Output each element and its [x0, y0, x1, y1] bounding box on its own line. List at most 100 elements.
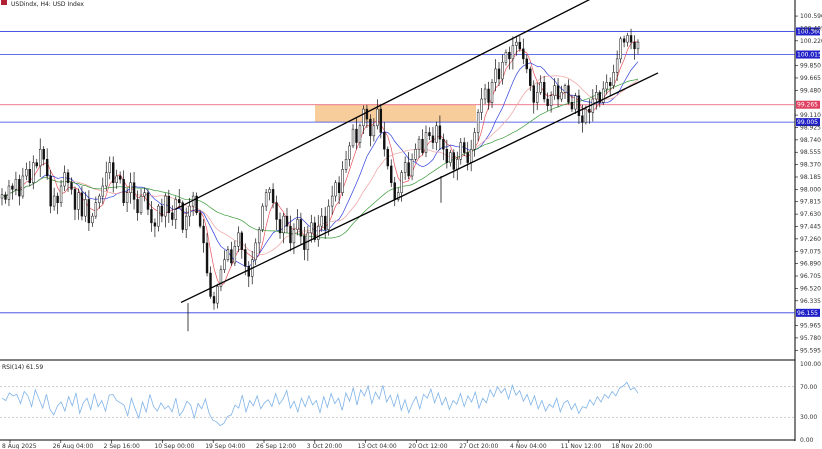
candle-body	[59, 185, 63, 204]
candle-body	[216, 286, 219, 304]
candle-body	[567, 85, 570, 103]
candle-body	[146, 192, 150, 210]
candle-body	[334, 182, 337, 197]
price-tick-label: 98.000	[800, 186, 821, 193]
candle-body	[35, 162, 38, 167]
time-tick-label: 20 Oct 12:00	[408, 443, 447, 449]
time-tick-label: 11 Nov 12:00	[561, 443, 602, 449]
candle-body	[73, 189, 77, 210]
symbol-flag-icon	[1, 0, 7, 5]
candle-body	[494, 68, 497, 83]
level-label: 100.360	[797, 28, 822, 35]
candle-body	[171, 212, 174, 220]
candle-body	[264, 192, 268, 207]
candle-body	[626, 35, 629, 43]
price-tick-label: 96.520	[800, 285, 821, 292]
candle-body	[522, 48, 525, 60]
price-tick-label: 100.405	[800, 25, 822, 32]
price-tick-label: 95.965	[800, 323, 821, 330]
main-pane	[0, 0, 796, 441]
time-tick-label: 3 Oct 20:00	[307, 443, 342, 449]
candle-body	[459, 142, 462, 160]
candle-body	[136, 199, 139, 214]
candle-body	[178, 199, 181, 204]
price-tick-label: 96.705	[800, 273, 821, 280]
time-tick-label: 8 Aug 2025	[2, 443, 37, 449]
price-tick-label: 100.590	[800, 13, 822, 20]
candle-body	[431, 135, 435, 143]
time-tick-label: 10 Sep 00:00	[154, 443, 194, 449]
candle-body	[438, 125, 442, 140]
price-tick-label: 95.780	[800, 335, 821, 342]
rsi-tick-label: 0.00	[800, 437, 814, 444]
candle-body	[4, 194, 7, 200]
candle-body	[112, 162, 115, 183]
candle-body	[28, 169, 32, 183]
candle-body	[181, 202, 184, 230]
candle-body	[240, 232, 244, 250]
moving-average-line	[1, 78, 639, 239]
price-tick-label: 98.185	[800, 174, 821, 181]
candle-body	[428, 132, 431, 137]
candle-body	[497, 68, 501, 80]
candle-body	[80, 192, 84, 217]
level-label-bg	[796, 27, 820, 36]
rsi-tick-label: 100.00	[800, 361, 821, 368]
candle-body	[483, 88, 487, 100]
candle-body	[369, 118, 372, 137]
candle-body	[230, 249, 233, 264]
candle-body	[396, 192, 400, 200]
candle-body	[581, 115, 584, 123]
candle-body	[18, 179, 21, 197]
candle-body	[66, 172, 70, 183]
candle-body	[449, 152, 452, 163]
candle-body	[584, 108, 588, 123]
candle-body	[598, 92, 601, 103]
candle-body	[292, 229, 296, 244]
candle-body	[226, 249, 230, 260]
time-axis: 8 Aug 2025 26 Aug 04:00 2 Sep 16:00 10 Sep …	[2, 440, 652, 449]
candle-body	[125, 192, 129, 204]
candle-body	[546, 98, 549, 106]
candle-body	[435, 125, 438, 143]
candle-body	[602, 88, 605, 103]
candle-body	[556, 85, 560, 100]
candle-body	[383, 132, 386, 150]
price-tick-label: 97.815	[800, 199, 821, 206]
time-tick-label: 26 Aug 04:00	[53, 443, 94, 449]
candle-body	[400, 172, 403, 193]
price-tick-label: 95.595	[800, 347, 821, 354]
resistance-zone	[315, 104, 476, 123]
candle-body	[278, 219, 282, 234]
candle-body	[549, 95, 553, 106]
candle-body	[414, 148, 417, 160]
moving-averages-layer	[1, 41, 639, 287]
candle-body	[98, 195, 101, 204]
candle-body	[445, 148, 449, 163]
candle-body	[358, 125, 362, 143]
time-tick-label: 18 Nov 20:00	[612, 443, 653, 449]
level-label: 99.005	[797, 119, 818, 126]
candle-body	[386, 148, 389, 167]
price-tick-label: 99.480	[800, 87, 821, 94]
candle-body	[563, 85, 567, 93]
candle-body	[209, 272, 212, 297]
channel-upper-line	[174, 0, 591, 211]
candle-body	[129, 182, 132, 193]
rsi-line	[1, 381, 639, 427]
candle-body	[417, 138, 421, 150]
candle-body	[244, 249, 247, 267]
candle-body	[410, 159, 414, 177]
candle-body	[108, 162, 111, 173]
candle-body	[376, 108, 379, 127]
candle-body	[337, 182, 341, 193]
price-tick-label: 98.370	[800, 162, 821, 169]
candle-body	[296, 219, 299, 230]
candle-body	[622, 38, 626, 43]
candle-body	[605, 82, 608, 90]
candle-body	[407, 162, 410, 177]
candle-body	[212, 296, 216, 304]
candle-body	[202, 225, 205, 244]
time-tick-label: 4 Nov 04:00	[510, 443, 547, 449]
channel-layer	[174, 0, 659, 304]
